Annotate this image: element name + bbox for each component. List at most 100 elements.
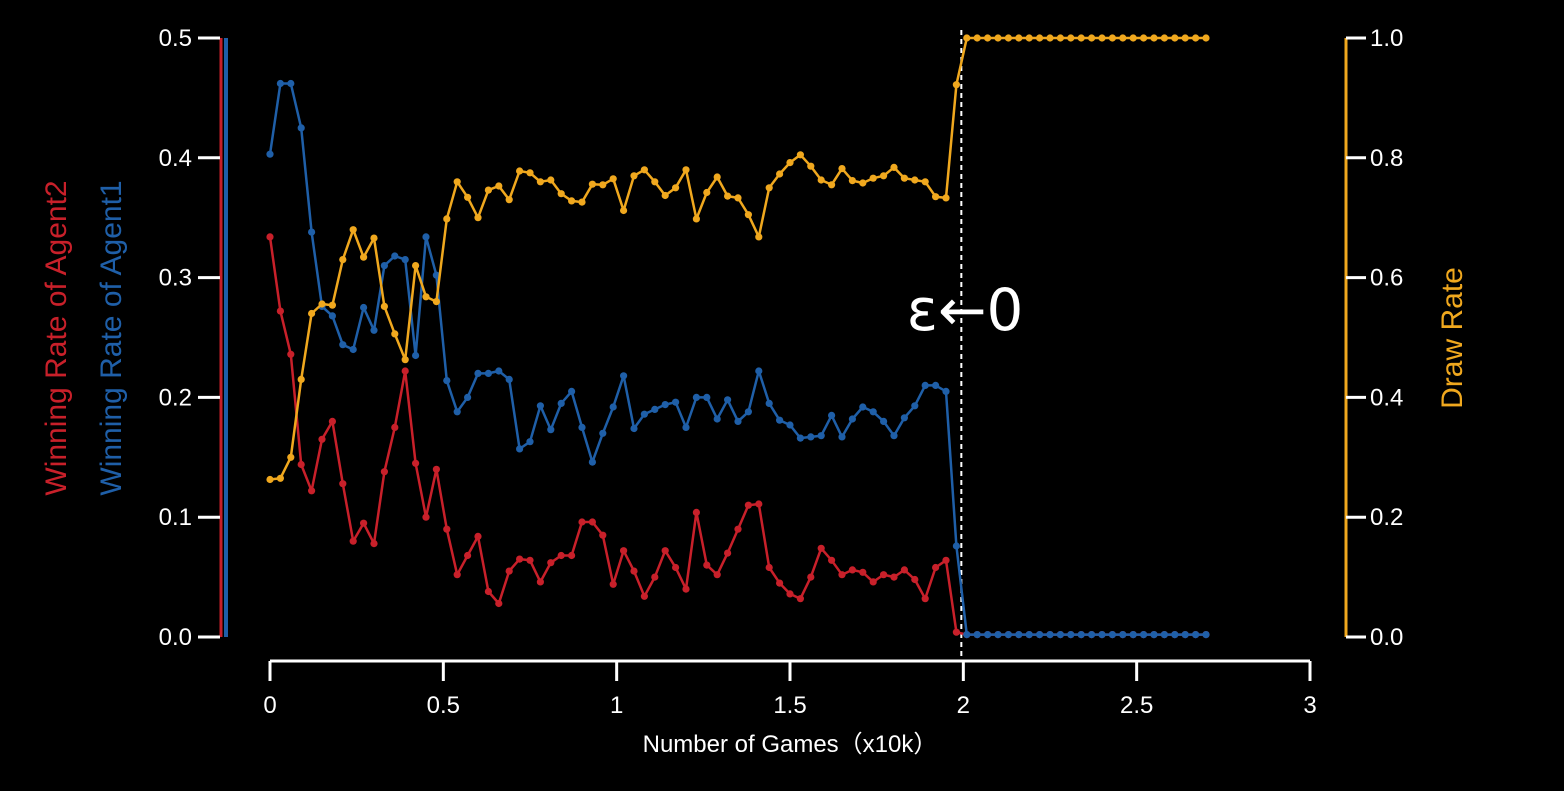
data-point-agent2 xyxy=(755,500,763,508)
data-point-agent1 xyxy=(401,256,409,264)
data-point-draw xyxy=(890,163,898,171)
data-point-draw xyxy=(973,34,981,42)
data-point-agent2 xyxy=(713,571,721,579)
data-point-agent2 xyxy=(609,580,617,588)
data-point-draw xyxy=(464,193,472,201)
right-tick-label: 0.8 xyxy=(1370,145,1403,172)
data-point-draw xyxy=(911,176,919,184)
data-point-agent1 xyxy=(1015,631,1023,639)
right-tick-label: 0.4 xyxy=(1370,384,1403,411)
data-point-draw xyxy=(1067,34,1075,42)
data-point-agent2 xyxy=(828,556,836,564)
data-point-agent2 xyxy=(557,551,565,560)
data-point-agent1 xyxy=(557,399,565,407)
data-point-draw xyxy=(412,262,420,270)
data-point-draw xyxy=(703,188,711,197)
data-point-draw xyxy=(578,198,586,206)
data-point-agent2 xyxy=(796,595,805,603)
data-point-draw xyxy=(921,178,929,186)
data-point-agent2 xyxy=(453,571,461,579)
data-point-agent1 xyxy=(724,396,732,404)
data-point-agent2 xyxy=(672,563,680,572)
x-tick-label: 0.5 xyxy=(427,692,460,719)
data-point-agent2 xyxy=(786,590,794,598)
data-point-agent1 xyxy=(817,432,825,440)
x-tick-label: 1.5 xyxy=(773,692,806,719)
data-point-agent1 xyxy=(505,375,513,383)
data-point-draw xyxy=(391,330,399,338)
data-point-agent2 xyxy=(900,566,909,574)
data-point-draw xyxy=(755,233,763,241)
data-point-agent1 xyxy=(755,367,763,375)
right-tick-label: 0.0 xyxy=(1370,624,1403,651)
data-point-draw xyxy=(682,166,690,174)
data-point-agent1 xyxy=(276,79,284,88)
data-point-agent1 xyxy=(453,408,461,416)
data-point-agent2 xyxy=(682,585,690,593)
data-point-agent1 xyxy=(776,416,784,424)
data-point-agent1 xyxy=(1202,631,1210,639)
data-point-draw xyxy=(401,356,409,364)
data-point-draw xyxy=(994,34,1002,42)
data-point-draw xyxy=(495,182,503,190)
data-point-draw xyxy=(505,196,513,204)
ylabel-right: Draw Rate xyxy=(1436,267,1469,409)
data-point-draw xyxy=(422,293,430,301)
data-point-agent1 xyxy=(890,432,898,440)
data-point-agent2 xyxy=(464,551,472,560)
data-point-agent2 xyxy=(640,592,649,600)
data-point-agent1 xyxy=(963,631,971,639)
data-point-draw xyxy=(963,34,971,42)
data-point-agent2 xyxy=(620,547,628,555)
data-point-agent2 xyxy=(661,547,669,555)
data-point-agent1 xyxy=(432,271,440,279)
data-point-draw xyxy=(349,226,357,234)
data-point-draw xyxy=(640,166,649,174)
data-point-draw xyxy=(1098,34,1106,42)
data-point-agent1 xyxy=(1098,631,1106,639)
data-point-agent1 xyxy=(1129,631,1137,639)
ylabel-left-agent1-text: Winning Rate of Agent1 xyxy=(95,180,128,495)
data-point-agent1 xyxy=(703,393,711,401)
data-point-agent2 xyxy=(401,367,409,375)
right-tick-label: 0.6 xyxy=(1370,265,1403,292)
data-point-agent1 xyxy=(692,393,701,401)
data-point-draw xyxy=(848,177,857,185)
left-tick-label: 0.4 xyxy=(159,145,192,172)
data-point-agent1 xyxy=(516,445,524,453)
series-agent1 xyxy=(266,79,1210,639)
data-point-agent2 xyxy=(911,575,919,584)
data-point-agent2 xyxy=(505,567,513,575)
data-point-agent1 xyxy=(713,415,721,423)
data-point-agent1 xyxy=(370,326,378,334)
xlabel: Number of Games（x10k） xyxy=(643,731,938,758)
data-point-agent2 xyxy=(776,579,784,587)
data-point-agent1 xyxy=(536,402,545,410)
data-point-agent2 xyxy=(391,423,399,431)
data-point-draw xyxy=(952,81,961,89)
data-point-agent1 xyxy=(422,233,430,241)
data-point-agent2 xyxy=(890,573,898,581)
data-point-agent2 xyxy=(287,350,295,358)
data-point-agent1 xyxy=(380,262,388,270)
data-point-agent1 xyxy=(588,458,597,466)
x-tick-label: 0 xyxy=(263,692,276,719)
data-point-draw xyxy=(516,167,524,175)
data-point-agent1 xyxy=(1150,631,1158,639)
data-point-agent1 xyxy=(796,434,805,442)
data-point-agent1 xyxy=(880,417,888,425)
data-point-agent1 xyxy=(578,423,586,431)
data-point-agent1 xyxy=(630,424,638,433)
data-point-agent2 xyxy=(380,468,388,476)
data-point-agent2 xyxy=(339,480,347,488)
data-point-draw xyxy=(318,300,326,308)
left-tick-label: 0.1 xyxy=(159,504,192,531)
data-point-agent2 xyxy=(744,501,753,509)
data-point-draw xyxy=(900,174,909,182)
data-point-draw xyxy=(859,179,867,187)
data-point-agent1 xyxy=(287,79,295,88)
data-point-agent2 xyxy=(474,532,482,541)
data-point-agent2 xyxy=(630,567,638,575)
data-point-draw xyxy=(599,181,607,189)
data-point-agent1 xyxy=(984,631,992,639)
